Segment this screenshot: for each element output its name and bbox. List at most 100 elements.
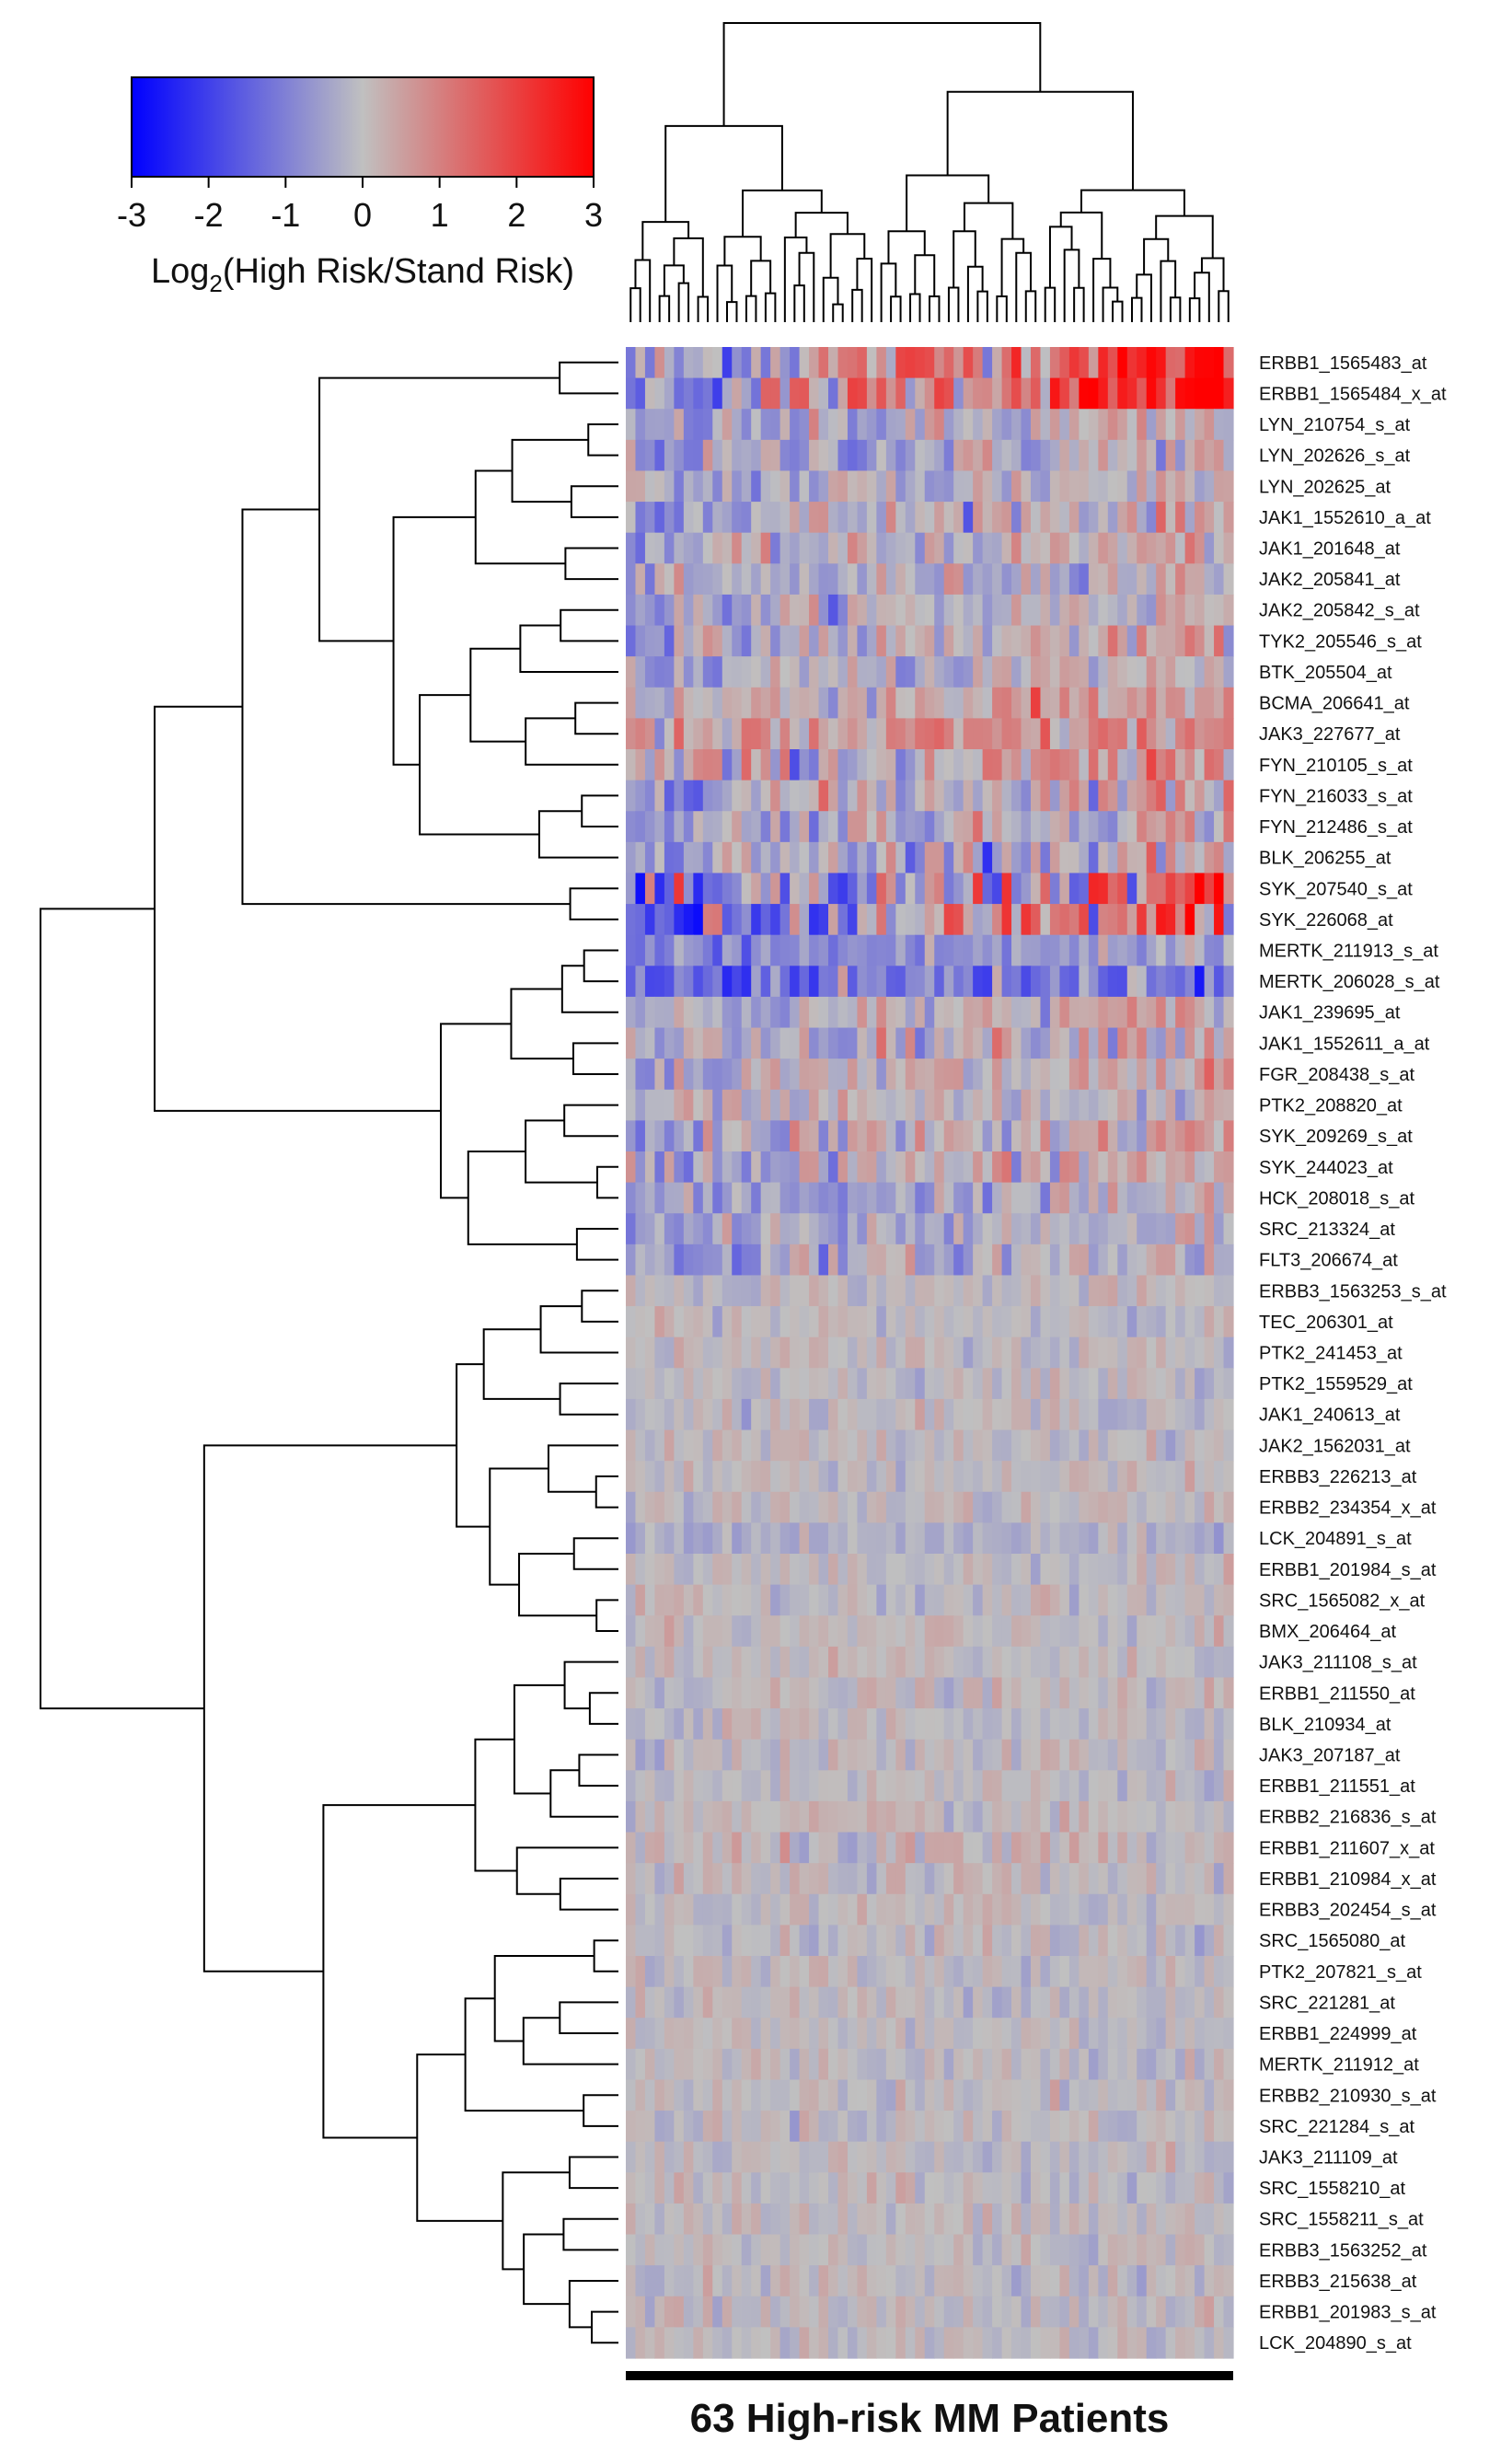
heatmap-cell: [1031, 2172, 1042, 2204]
heatmap-cell: [1049, 1429, 1061, 1462]
heatmap-cell: [683, 749, 694, 781]
heatmap-cell: [1059, 1151, 1070, 1184]
heatmap-cell: [1040, 966, 1051, 998]
heatmap-cell: [1021, 1151, 1032, 1184]
heatmap-cell: [1117, 1120, 1128, 1152]
heatmap-cell: [1137, 1336, 1148, 1369]
heatmap-cell: [1165, 656, 1176, 688]
heatmap-cell: [905, 1770, 916, 1802]
heatmap-cell: [924, 2141, 935, 2173]
heatmap-cell: [760, 1336, 771, 1369]
heatmap-cell: [626, 1770, 637, 1802]
heatmap-cell: [1068, 1708, 1080, 1741]
heatmap-cell: [934, 1832, 945, 1864]
heatmap-cell: [876, 439, 887, 472]
heatmap-cell: [1137, 1151, 1148, 1184]
heatmap-cell: [905, 656, 916, 688]
heatmap-cell: [626, 532, 637, 564]
heatmap-cell: [799, 1461, 810, 1493]
heatmap-cell: [1088, 873, 1099, 905]
heatmap-cell: [1040, 1584, 1051, 1616]
heatmap-cell: [857, 1461, 868, 1493]
heatmap-cell: [1098, 1182, 1109, 1214]
heatmap-cell: [1040, 2079, 1051, 2111]
heatmap-cell: [779, 2048, 791, 2081]
dendrogram-branch: [1136, 273, 1152, 322]
heatmap-cell: [809, 409, 820, 441]
heatmap-cell: [1146, 2234, 1157, 2266]
heatmap-cell: [837, 439, 849, 472]
heatmap-cell: [626, 2234, 637, 2266]
heatmap-cell: [973, 1151, 984, 1184]
heatmap-cell: [1107, 625, 1118, 657]
heatmap-cell: [664, 2234, 675, 2266]
heatmap-cell: [654, 1584, 665, 1616]
heatmap-cell: [1001, 502, 1012, 534]
heatmap-cell: [760, 563, 771, 596]
heatmap-cell: [963, 1151, 974, 1184]
heatmap-cell: [924, 409, 935, 441]
heatmap-cell: [1146, 1275, 1157, 1307]
heatmap-cell: [722, 532, 733, 564]
heatmap-cell: [895, 1275, 906, 1307]
heatmap-cell: [635, 996, 646, 1029]
heatmap-cell: [799, 502, 810, 534]
heatmap-cell: [732, 1368, 743, 1400]
heatmap-cell: [1031, 1956, 1042, 1988]
heatmap-cell: [895, 687, 906, 719]
heatmap-cell: [644, 2111, 656, 2143]
heatmap-cell: [915, 625, 926, 657]
heatmap-cell: [1184, 347, 1195, 379]
heatmap-cell: [741, 1120, 752, 1152]
heatmap-cell: [953, 1491, 964, 1523]
heatmap-cell: [1011, 2048, 1022, 2081]
heatmap-cell: [895, 1584, 906, 1616]
heatmap-cell: [799, 1832, 810, 1864]
heatmap-cell: [982, 1554, 993, 1586]
heatmap-cell: [905, 1739, 916, 1771]
heatmap-cell: [953, 1213, 964, 1245]
heatmap-cell: [1098, 1213, 1109, 1245]
heatmap-cell: [1165, 1398, 1176, 1431]
heatmap-cell: [1011, 841, 1022, 874]
heatmap-cell: [885, 966, 896, 998]
heatmap-cell: [779, 1986, 791, 2019]
dendrogram-branch: [570, 485, 618, 518]
heatmap-cell: [1001, 1832, 1012, 1864]
heatmap-cell: [626, 811, 637, 843]
heatmap-cell: [1195, 2172, 1206, 2204]
heatmap-cell: [818, 1089, 829, 1121]
heatmap-cell: [1223, 1491, 1234, 1523]
heatmap-cell: [644, 718, 656, 750]
heatmap-cell: [963, 1522, 974, 1555]
heatmap-cell: [1146, 1646, 1157, 1679]
heatmap-cell: [1223, 873, 1234, 905]
heatmap-cell: [760, 718, 771, 750]
heatmap-cell: [693, 904, 704, 936]
heatmap-cell: [1059, 2018, 1070, 2050]
heatmap-cell: [683, 409, 694, 441]
heatmap-cell: [963, 841, 974, 874]
heatmap-cell: [915, 1491, 926, 1523]
heatmap-cell: [1001, 1893, 1012, 1926]
heatmap-cell: [770, 811, 781, 843]
heatmap-cell: [1088, 532, 1099, 564]
heatmap-cell: [992, 1554, 1003, 1586]
heatmap-cell: [847, 1120, 859, 1152]
dendrogram-branch: [587, 423, 618, 457]
heatmap-cell: [1107, 1151, 1118, 1184]
heatmap-cell: [809, 1120, 820, 1152]
heatmap-cell: [1059, 563, 1070, 596]
heatmap-cell: [1204, 1089, 1215, 1121]
heatmap-cell: [1204, 532, 1215, 564]
heatmap-cell: [1146, 1398, 1157, 1431]
heatmap-cell: [1204, 1986, 1215, 2019]
heatmap-cell: [1126, 811, 1137, 843]
heatmap-cell: [847, 904, 859, 936]
heatmap-cell: [654, 1398, 665, 1431]
heatmap-cell: [770, 841, 781, 874]
heatmap-cell: [973, 841, 984, 874]
heatmap-cell: [702, 2141, 713, 2173]
heatmap-cell: [818, 1956, 829, 1988]
heatmap-cell: [626, 656, 637, 688]
